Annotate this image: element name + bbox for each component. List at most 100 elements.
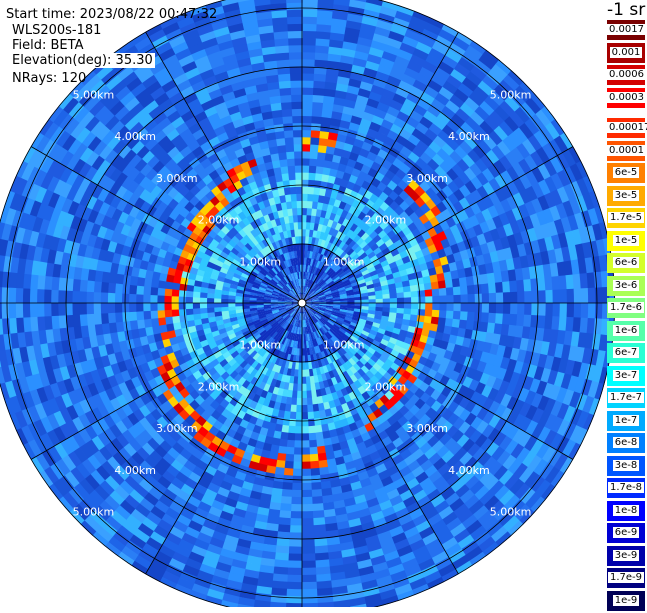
backscatter-cell (179, 315, 187, 323)
backscatter-cell (72, 302, 80, 315)
backscatter-cell (302, 236, 306, 244)
backscatter-cell (150, 295, 158, 303)
backscatter-cell (101, 313, 109, 325)
backscatter-cell (302, 87, 314, 95)
backscatter-cell (294, 433, 302, 441)
backscatter-cell (193, 313, 201, 320)
backscatter-cell (200, 308, 208, 314)
backscatter-cell (311, 130, 321, 138)
backscatter-cell (432, 289, 440, 297)
backscatter-cell (502, 281, 510, 293)
backscatter-cell (207, 307, 215, 313)
backscatter-cell (151, 318, 159, 327)
backscatter-cell (411, 303, 419, 310)
backscatter-cell (94, 281, 102, 293)
backscatter-cell (283, 468, 293, 476)
backscatter-cell (301, 561, 316, 569)
backscatter-cell (193, 308, 201, 315)
backscatter-cell (468, 303, 476, 313)
backscatter-cell (404, 308, 412, 315)
backscatter-cell (115, 293, 123, 303)
backscatter-cell (15, 302, 23, 318)
backscatter-cell (150, 303, 158, 312)
backscatter-cell (179, 290, 187, 297)
backscatter-cell (311, 482, 322, 490)
backscatter-cell (301, 582, 317, 590)
backscatter-cell (559, 303, 567, 318)
backscatter-cell (289, 419, 296, 427)
backscatter-cell (313, 411, 320, 419)
backscatter-cell (15, 287, 23, 303)
backscatter-cell (285, 596, 302, 604)
backscatter-cell (1, 286, 9, 303)
backscatter-cell (302, 469, 312, 477)
backscatter-cell (143, 303, 151, 312)
backscatter-cell (316, 439, 325, 447)
backscatter-cell (291, 504, 303, 512)
backscatter-cell (302, 419, 309, 427)
backscatter-cell (286, 447, 295, 455)
backscatter-cell (397, 298, 405, 304)
backscatter-cell (293, 454, 302, 462)
backscatter-cell (37, 302, 45, 317)
backscatter-cell (108, 312, 116, 323)
backscatter-cell (302, 377, 307, 385)
backscatter-cell (115, 312, 123, 323)
backscatter-cell (315, 432, 323, 440)
backscatter-cell (489, 293, 497, 304)
backscatter-cell (280, 503, 292, 511)
backscatter-cell (23, 288, 31, 304)
backscatter-cell (1, 302, 9, 319)
backscatter-cell (171, 296, 179, 303)
backscatter-cell (315, 559, 330, 568)
backscatter-cell (418, 297, 426, 304)
backscatter-cell (468, 294, 476, 304)
backscatter-cell (524, 303, 532, 316)
backscatter-cell (294, 440, 302, 448)
backscatter-cell (157, 295, 165, 303)
backscatter-cell (290, 518, 302, 526)
backscatter-cell (302, 137, 311, 145)
backscatter-cell (309, 447, 318, 455)
backscatter-cell (460, 311, 468, 321)
backscatter-cell (432, 310, 440, 318)
backscatter-cell (200, 297, 208, 303)
backscatter-cell (284, 461, 294, 469)
backscatter-cell (313, 81, 326, 89)
backscatter-cell (314, 418, 322, 426)
backscatter-cell (308, 187, 315, 195)
backscatter-cell (302, 229, 306, 237)
backscatter-cell (79, 314, 87, 327)
backscatter-cell (310, 137, 320, 145)
backscatter-cell (228, 303, 236, 307)
backscatter-cell (292, 483, 302, 491)
backscatter-cell (302, 405, 308, 413)
backscatter-cell (439, 310, 447, 318)
backscatter-cell (285, 454, 294, 462)
backscatter-cell (296, 412, 303, 420)
backscatter-cell (404, 297, 412, 303)
backscatter-cell (312, 496, 324, 504)
backscatter-cell (171, 303, 179, 310)
backscatter-cell (58, 302, 66, 316)
backscatter-cell (136, 294, 144, 303)
backscatter-cell (397, 292, 405, 298)
backscatter-cell (22, 302, 30, 317)
backscatter-cell (79, 302, 87, 314)
backscatter-cell (453, 303, 461, 312)
backscatter-cell (523, 279, 531, 292)
backscatter-cell (432, 296, 440, 304)
backscatter-cell (503, 303, 511, 315)
backscatter-cell (290, 405, 297, 413)
backscatter-cell (297, 384, 302, 392)
backscatter-cell (425, 310, 433, 318)
backscatter-cell (418, 303, 426, 310)
backscatter-cell (80, 279, 88, 292)
backscatter-cell (302, 2, 319, 10)
backscatter-cell (295, 419, 302, 427)
backscatter-cell (439, 288, 447, 296)
backscatter-cell (297, 391, 302, 399)
backscatter-cell (235, 299, 243, 303)
backscatter-cell (368, 295, 376, 300)
backscatter-cell (172, 316, 180, 324)
